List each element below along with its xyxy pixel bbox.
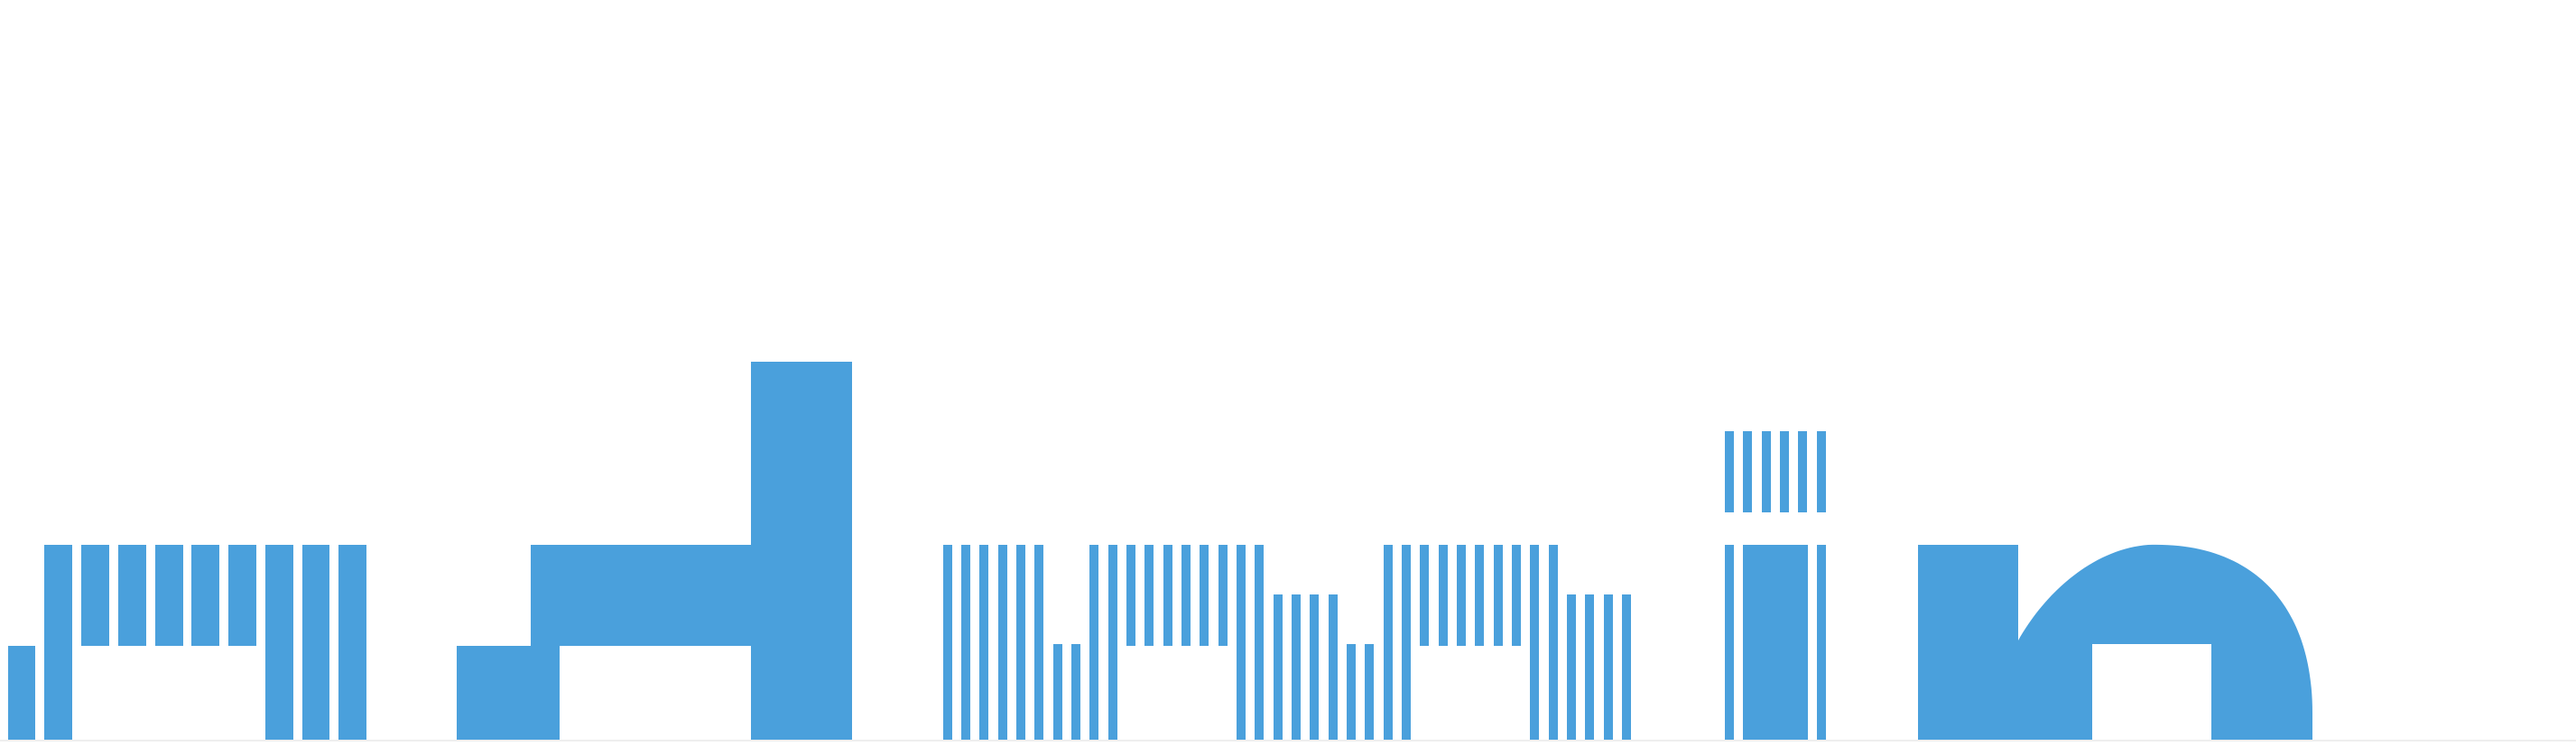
bar xyxy=(1512,545,1521,646)
bar xyxy=(1163,545,1172,646)
bar xyxy=(1089,545,1098,741)
bar xyxy=(1585,594,1594,741)
bar xyxy=(1255,545,1264,741)
bar xyxy=(1420,545,1429,646)
bar xyxy=(191,545,219,646)
bar xyxy=(1219,545,1228,646)
bar xyxy=(1567,594,1576,741)
bar xyxy=(1402,545,1411,741)
bar xyxy=(1181,545,1191,646)
bar xyxy=(1274,594,1283,741)
bar xyxy=(1034,545,1043,741)
bar xyxy=(1126,545,1135,646)
bar xyxy=(228,545,256,646)
bar xyxy=(1347,644,1356,741)
bar xyxy=(1144,545,1154,646)
bar xyxy=(1622,594,1631,741)
bar xyxy=(1475,545,1484,646)
bar xyxy=(1292,594,1301,741)
bar xyxy=(998,545,1007,741)
bar xyxy=(1053,644,1062,741)
bar xyxy=(1743,431,1752,512)
bar xyxy=(302,545,329,741)
bar xyxy=(943,545,952,741)
bar xyxy=(44,545,72,741)
bar xyxy=(1725,545,1734,741)
bar xyxy=(1604,594,1613,741)
bar xyxy=(155,545,183,646)
letter-i-stem xyxy=(1743,545,1808,741)
bar xyxy=(1817,545,1826,741)
bar xyxy=(1725,431,1734,512)
bar xyxy=(1108,545,1117,741)
bar xyxy=(338,545,366,741)
bar xyxy=(1530,545,1539,741)
bar xyxy=(1071,644,1080,741)
bar xyxy=(1384,545,1393,741)
bar xyxy=(1016,545,1025,741)
bar xyxy=(265,545,293,741)
bar xyxy=(1365,644,1374,741)
bar xyxy=(1200,545,1209,646)
bar xyxy=(1780,431,1789,512)
bar xyxy=(1310,594,1319,741)
letter-n-glyph xyxy=(1918,544,2312,741)
bar xyxy=(1549,545,1558,741)
bar xyxy=(1817,431,1826,512)
bar xyxy=(1798,431,1807,512)
bar xyxy=(1457,545,1466,646)
bar xyxy=(1494,545,1503,646)
bar xyxy=(118,545,146,646)
baseline-divider xyxy=(0,740,2576,741)
bar xyxy=(1762,431,1771,512)
bar xyxy=(1329,594,1338,741)
letter-d-glyph xyxy=(457,362,852,741)
bar xyxy=(1439,545,1448,646)
bar xyxy=(81,545,109,646)
bar xyxy=(961,545,970,741)
bar xyxy=(979,545,988,741)
bar xyxy=(1237,545,1246,741)
bar xyxy=(8,646,35,741)
